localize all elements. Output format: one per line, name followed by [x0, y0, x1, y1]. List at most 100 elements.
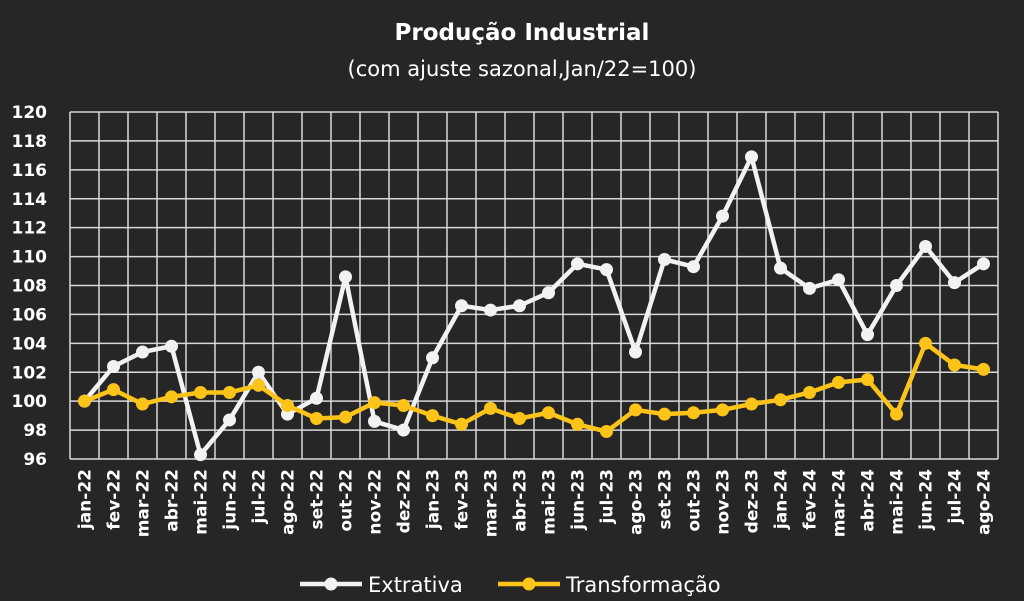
data-point: [78, 394, 91, 408]
data-point: [832, 273, 845, 287]
x-tick-label: jan-22: [76, 469, 96, 530]
series-1: [78, 336, 990, 439]
data-point: [629, 403, 642, 417]
data-point: [426, 351, 439, 365]
x-tick-label: mar-23: [482, 469, 502, 537]
data-point: [803, 385, 816, 399]
x-tick-label: ago-24: [975, 469, 995, 535]
series-0: [78, 150, 990, 462]
data-point: [919, 239, 932, 253]
x-tick-label: set-22: [308, 469, 328, 530]
y-tick-label: 112: [12, 219, 48, 239]
y-tick-label: 100: [12, 392, 48, 412]
y-tick-label: 114: [12, 190, 48, 210]
data-point: [339, 270, 352, 284]
data-point: [658, 252, 671, 266]
x-tick-label: fev-24: [801, 469, 821, 530]
x-tick-label: jul-22: [250, 469, 270, 524]
x-tick-label: set-23: [656, 469, 676, 530]
legend-item-1: Transformação: [498, 573, 721, 597]
x-tick-label: mai-24: [888, 469, 908, 535]
data-point: [861, 372, 874, 386]
data-point: [281, 399, 294, 413]
data-point: [716, 403, 729, 417]
data-point: [629, 345, 642, 359]
y-axis-ticks: 96 98 100 102 104 106 108 110 112 114 116 118 120: [12, 103, 48, 470]
data-point: [339, 410, 352, 424]
data-point: [484, 401, 497, 415]
data-point: [513, 299, 526, 313]
data-point: [513, 412, 526, 426]
x-tick-label: mai-22: [192, 469, 212, 535]
x-tick-label: dez-23: [743, 469, 763, 533]
x-tick-label: dez-22: [395, 469, 415, 533]
data-point: [803, 281, 816, 295]
data-point: [397, 399, 410, 413]
data-point: [455, 299, 468, 313]
data-point: [368, 396, 381, 410]
data-point: [687, 406, 700, 420]
data-point: [745, 397, 758, 411]
data-point: [600, 425, 613, 439]
data-point: [571, 417, 584, 431]
data-point: [426, 409, 439, 423]
x-tick-label: jun-22: [221, 469, 241, 531]
data-point: [310, 391, 323, 405]
x-tick-label: abr-23: [511, 469, 531, 532]
data-point: [948, 358, 961, 372]
data-point: [165, 390, 178, 404]
data-point: [919, 336, 932, 350]
data-point: [194, 448, 207, 462]
y-tick-label: 98: [23, 421, 47, 441]
grid: [69, 111, 999, 460]
data-point: [136, 397, 149, 411]
x-tick-label: jul-23: [598, 469, 618, 524]
data-point: [397, 423, 410, 437]
data-point: [223, 413, 236, 427]
x-tick-label: ago-23: [627, 469, 647, 535]
data-point: [542, 406, 555, 420]
data-point: [774, 393, 787, 407]
data-point: [658, 407, 671, 421]
data-point: [194, 385, 207, 399]
y-tick-label: 110: [12, 248, 48, 268]
x-tick-label: jan-23: [424, 469, 444, 530]
y-tick-label: 116: [12, 161, 48, 181]
y-tick-label: 118: [12, 132, 48, 152]
x-tick-label: nov-23: [714, 469, 734, 535]
data-point: [861, 328, 874, 342]
x-tick-label: abr-24: [859, 469, 879, 532]
legend-label: Extrativa: [368, 573, 463, 597]
data-point: [107, 359, 120, 373]
data-point: [890, 407, 903, 421]
y-tick-label: 106: [12, 305, 48, 325]
data-point: [571, 257, 584, 271]
data-point: [223, 385, 236, 399]
data-point: [745, 150, 758, 164]
x-tick-label: mar-24: [830, 469, 850, 537]
data-point: [948, 276, 961, 290]
data-point: [716, 209, 729, 223]
data-point: [600, 263, 613, 277]
data-point: [252, 365, 265, 379]
data-point: [687, 260, 700, 274]
series-layer: [78, 150, 990, 462]
x-tick-label: fev-23: [453, 469, 473, 530]
x-tick-label: fev-22: [105, 469, 125, 530]
x-tick-label: abr-22: [163, 469, 183, 532]
data-point: [455, 417, 468, 431]
x-tick-label: jun-23: [569, 469, 589, 531]
chart-subtitle: (com ajuste sazonal,Jan/22=100): [348, 57, 697, 81]
data-point: [310, 412, 323, 426]
x-tick-label: out-23: [685, 469, 705, 532]
data-point: [977, 257, 990, 271]
data-point: [107, 383, 120, 397]
y-tick-label: 96: [23, 450, 47, 470]
y-tick-label: 102: [12, 363, 48, 383]
y-tick-label: 120: [12, 103, 48, 123]
x-tick-label: mai-23: [540, 469, 560, 535]
legend-label: Transformação: [565, 573, 721, 597]
data-point: [136, 345, 149, 359]
data-point: [252, 378, 265, 392]
data-point: [165, 339, 178, 353]
